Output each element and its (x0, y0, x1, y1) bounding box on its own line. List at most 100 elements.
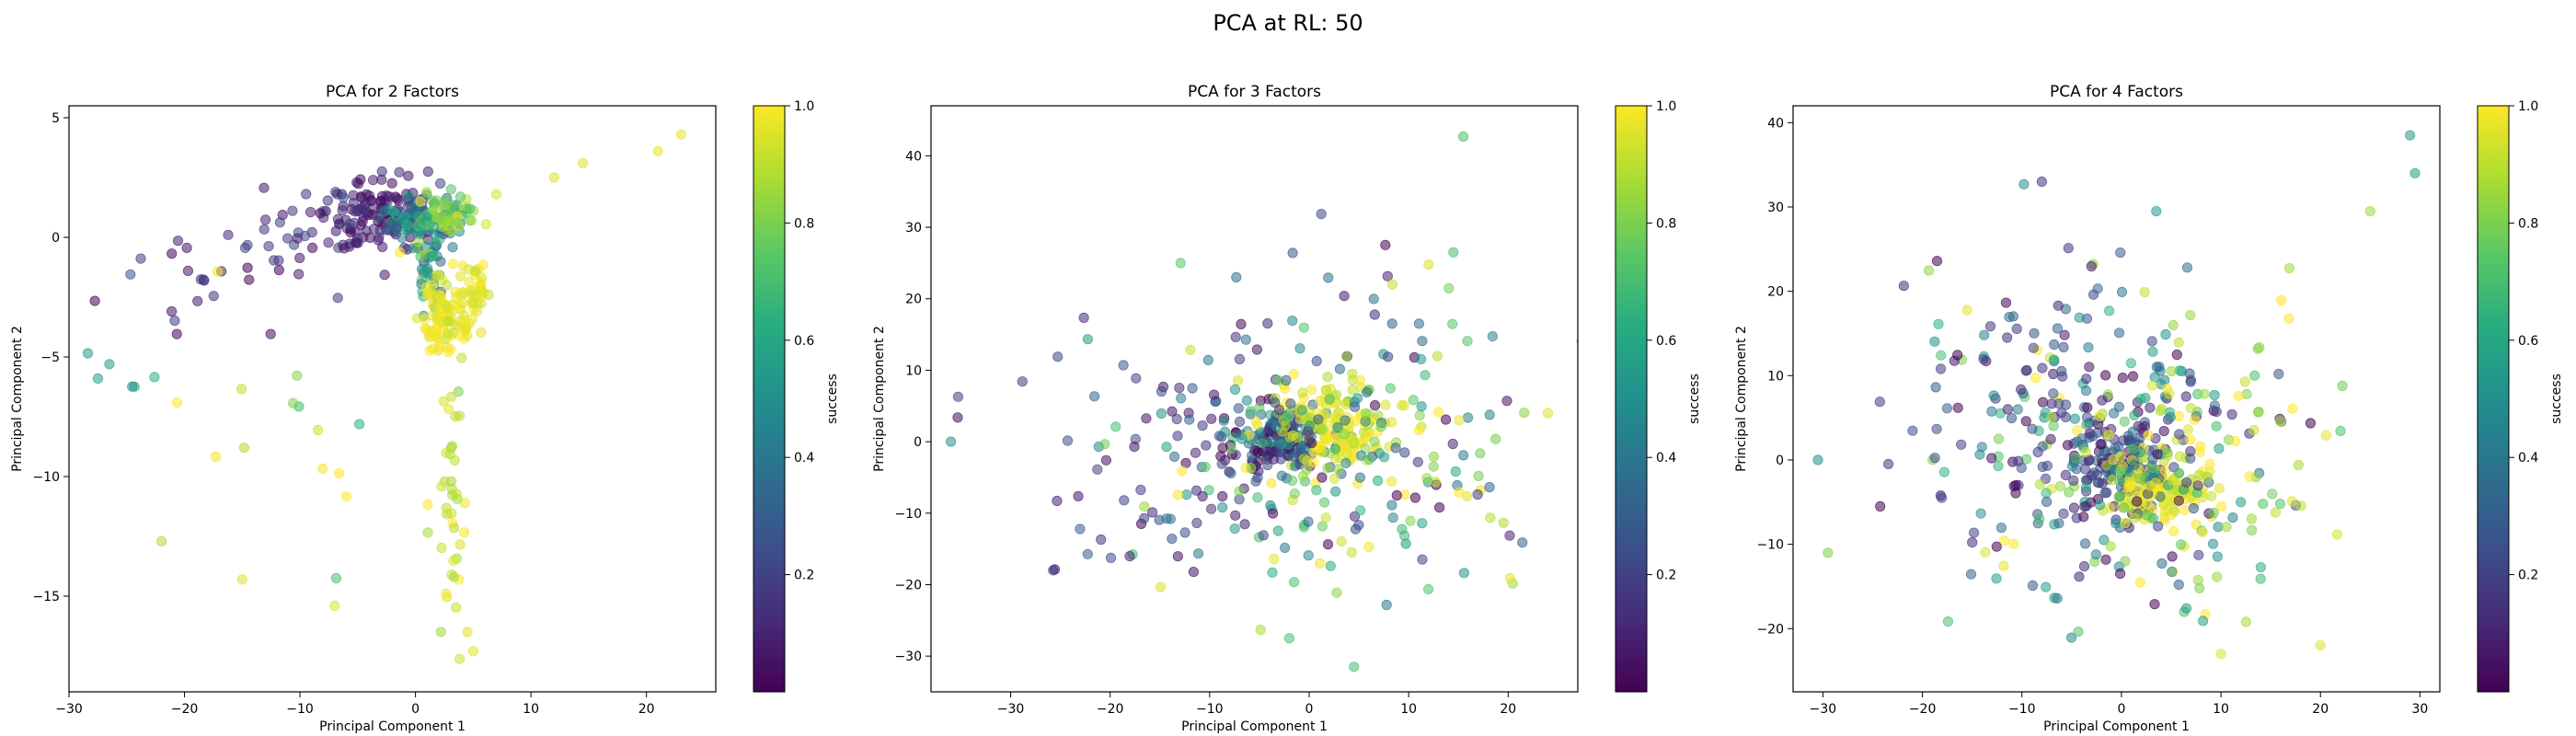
scatter-point (1052, 495, 1063, 507)
scatter-point (2049, 339, 2060, 351)
scatter-point (89, 295, 100, 306)
scatter-point (367, 175, 379, 186)
scatter-point (1351, 523, 1362, 535)
scatter-point (1017, 376, 1028, 387)
scatter-point (330, 572, 341, 584)
scatter-point (1450, 466, 1461, 477)
scatter-point (2152, 449, 2163, 460)
scatter-point (421, 187, 432, 198)
colorbar-tick-label: 0.4 (794, 451, 814, 466)
scatter-point (448, 555, 459, 567)
scatter-point (441, 588, 452, 599)
colorbar-tick-label: 0.6 (794, 334, 814, 349)
scatter-point (2149, 599, 2160, 610)
scatter-point (2247, 524, 2258, 536)
scatter-point (451, 293, 462, 304)
scatter-point (2208, 507, 2219, 519)
scatter-point (2293, 459, 2304, 471)
scatter-point (436, 481, 447, 492)
scatter-point (2162, 383, 2173, 394)
scatter-point (1124, 550, 1135, 562)
scatter-point (292, 370, 303, 381)
scatter-point (2100, 370, 2111, 381)
scatter-point (2248, 424, 2260, 435)
scatter-point (1329, 443, 1341, 454)
scatter-point (2244, 471, 2255, 482)
scatter-point (1930, 382, 1941, 393)
scatter-point (1428, 451, 1440, 462)
scatter-point (171, 328, 182, 339)
y-tick-label: 0 (914, 435, 922, 450)
axes-frame (1792, 105, 2441, 693)
scatter-point (2255, 573, 2266, 584)
scatter-point (1288, 368, 1299, 380)
scatter-point (242, 262, 253, 273)
scatter-point (1333, 464, 1344, 475)
scatter-point (1299, 453, 1310, 465)
scatter-point (436, 542, 447, 554)
scatter-point (2016, 384, 2027, 395)
scatter-point (1375, 421, 1386, 432)
scatter-point (1287, 430, 1298, 441)
scatter-point (413, 236, 424, 247)
scatter-point (1206, 413, 1217, 424)
scatter-point (2091, 469, 2103, 480)
scatter-point (2254, 341, 2265, 353)
colorbar-tick-label: 1.0 (1656, 99, 1676, 114)
y-tick-label: 0 (1776, 454, 1784, 468)
scatter-point (1517, 537, 1528, 548)
scatter-point (1250, 416, 1261, 427)
scatter-point (1412, 456, 1423, 467)
scatter-point (2054, 480, 2066, 492)
y-axis-label: Principal Component 2 (872, 326, 887, 472)
scatter-point (2119, 416, 2130, 427)
scatter-point (1252, 492, 1263, 503)
scatter-point (1197, 490, 1208, 502)
scatter-point (2080, 385, 2092, 397)
scatter-point (1179, 527, 1190, 538)
scatter-point (1938, 466, 1949, 477)
scatter-point (1147, 507, 1158, 518)
x-tick-label: 30 (2411, 702, 2428, 717)
scatter-point (149, 372, 160, 383)
scatter-point (2182, 424, 2193, 435)
scatter-point (2180, 391, 2191, 402)
scatter-point (1296, 405, 1307, 416)
scatter-point (1311, 355, 1322, 367)
scatter-point (2167, 551, 2178, 562)
scatter-point (2116, 286, 2128, 297)
scatter-point (1131, 373, 1142, 384)
scatter-point (1168, 451, 1180, 462)
scatter-point (344, 218, 355, 229)
scatter-point (1155, 581, 1167, 592)
scatter-point (2276, 294, 2287, 306)
scatter-point (2066, 632, 2077, 643)
scatter-point (1282, 411, 1293, 422)
scatter-point (1251, 344, 1263, 355)
scatter-point (2081, 419, 2092, 431)
scatter-point (1458, 450, 1469, 461)
scatter-point (1978, 353, 1989, 364)
y-tick-label: 10 (1767, 369, 1784, 384)
scatter-point (1320, 385, 1331, 396)
panel-title: PCA for 3 Factors (1188, 83, 1321, 101)
scatter-point (2320, 430, 2331, 441)
scatter-point (1139, 500, 1150, 512)
scatter-point (376, 241, 388, 252)
scatter-point (259, 224, 270, 235)
scatter-point (1217, 501, 1228, 513)
scatter-point (464, 276, 475, 287)
scatter-point (2207, 538, 2219, 549)
scatter-point (1297, 387, 1308, 398)
scatter-point (2267, 489, 2278, 500)
scatter-point (1082, 334, 1094, 345)
scatter-point (1269, 553, 1280, 565)
scatter-point (2114, 475, 2125, 487)
scatter-point (1324, 394, 1335, 405)
scatter-point (1250, 476, 1261, 487)
scatter-point (1225, 467, 1236, 479)
scatter-point (2060, 469, 2071, 481)
scatter-point (1472, 489, 1483, 500)
scatter-point (1875, 500, 1886, 512)
scatter-point (2103, 430, 2114, 441)
